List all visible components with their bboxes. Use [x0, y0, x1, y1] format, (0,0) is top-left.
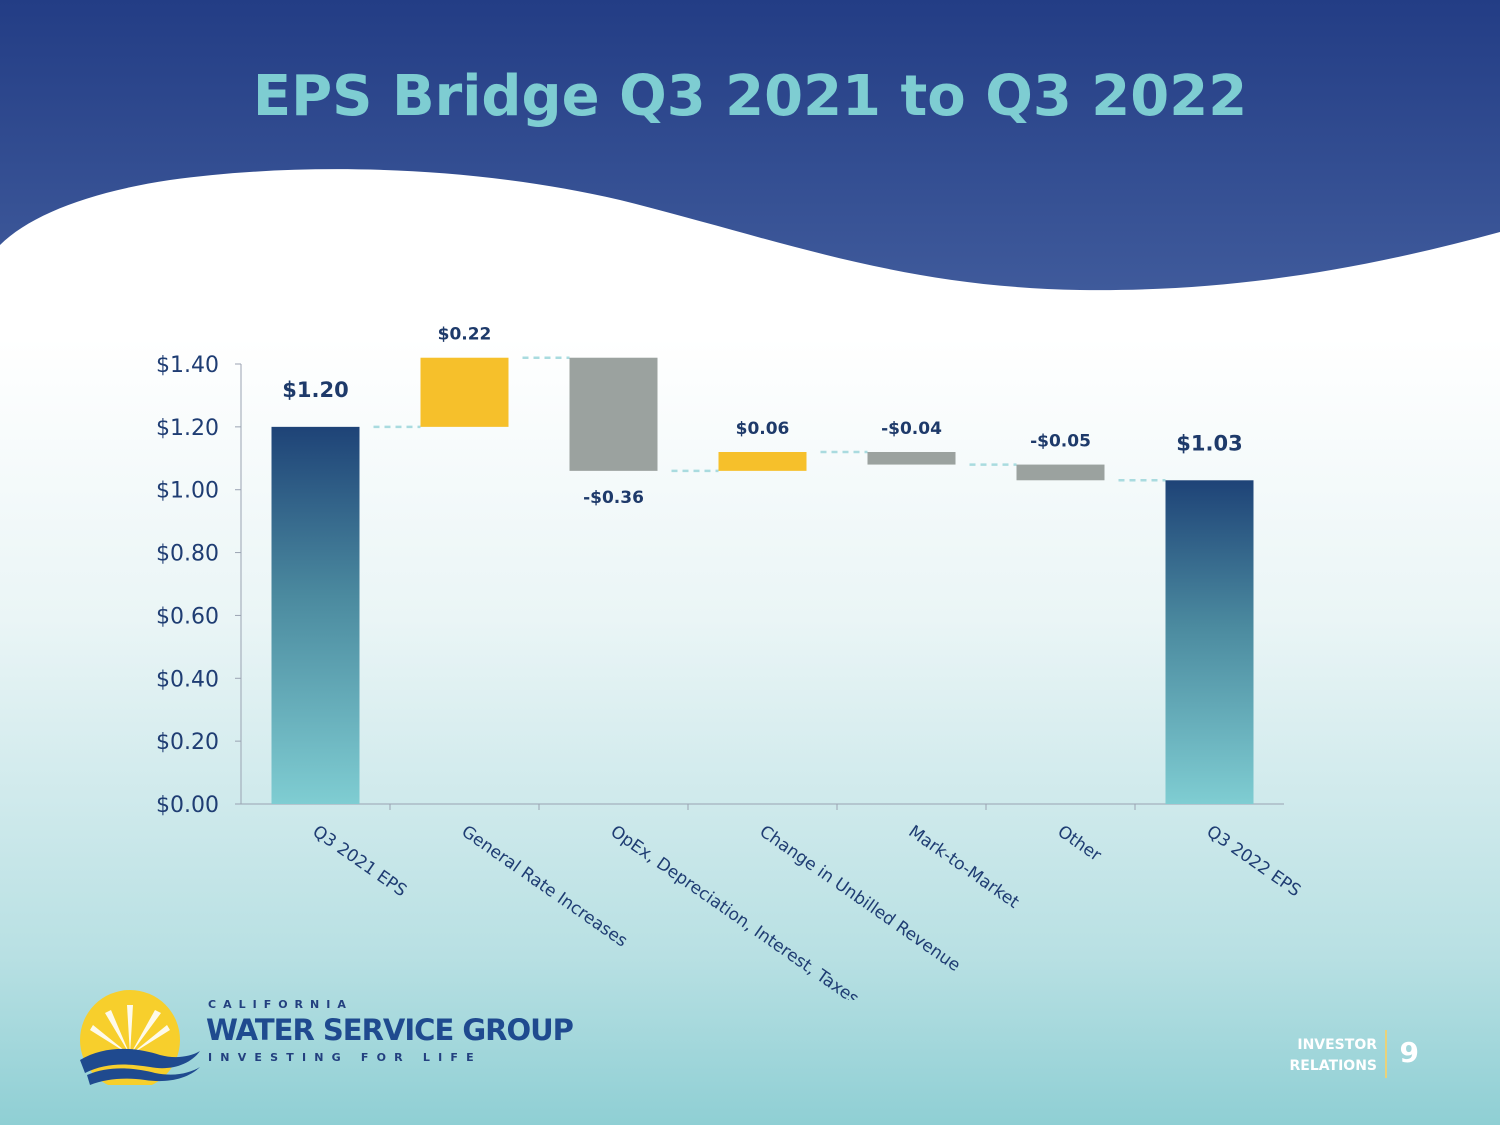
- bar-increase: [420, 357, 509, 427]
- header-wave-band: [0, 0, 1500, 291]
- data-label: $0.06: [736, 419, 790, 439]
- y-tick-label: $1.40: [156, 353, 219, 378]
- logo-line-tagline: INVESTING FOR LIFE: [208, 1051, 482, 1064]
- waterfall-chart: $0.00 $0.20 $0.40 $0.60 $0.80 $1.00 $1.20 $1.40…: [156, 325, 1305, 1000]
- data-label: $0.22: [438, 325, 492, 345]
- bar-decrease: [867, 452, 956, 465]
- logo-line-company: WATER SERVICE GROUP: [206, 1013, 574, 1047]
- investor-relations-label: INVESTOR RELATIONS: [1290, 1035, 1377, 1077]
- bar-total: [1165, 480, 1254, 804]
- bar-decrease: [569, 357, 658, 471]
- x-category-label: General Rate Increases: [458, 822, 631, 952]
- data-labels-group: $1.20 $0.22 -$0.36 $0.06 -$0.04 -$0.05 $1.03: [282, 325, 1242, 508]
- bar-total: [271, 426, 360, 804]
- page-number: 9: [1399, 1036, 1419, 1069]
- x-category-label: Other: [1054, 822, 1105, 866]
- bars-group: [271, 357, 1254, 804]
- x-category-label: Q3 2022 EPS: [1203, 822, 1305, 902]
- x-category-label: OpEx, Depreciation, Interest, Taxes: [607, 822, 863, 1000]
- bar-decrease: [1016, 464, 1105, 481]
- footer-right: INVESTOR RELATIONS 9: [1265, 1030, 1425, 1080]
- x-category-label: Q3 2021 EPS: [309, 822, 411, 902]
- footer-label-line1: INVESTOR: [1297, 1037, 1377, 1053]
- footer-label-line2: RELATIONS: [1289, 1058, 1377, 1074]
- y-tick-label: $1.00: [156, 479, 219, 504]
- x-category-label: Mark-to-Market: [905, 822, 1023, 913]
- y-tick-label: $1.20: [156, 416, 219, 441]
- connector-lines: [373, 356, 1166, 482]
- y-tick-label: $0.40: [156, 667, 219, 692]
- data-label: -$0.05: [1030, 432, 1091, 452]
- bar-increase: [718, 452, 807, 471]
- logo-line-california: CALIFORNIA: [208, 998, 353, 1011]
- data-label: $1.03: [1176, 431, 1242, 455]
- slide-title: EPS Bridge Q3 2021 to Q3 2022: [252, 64, 1248, 129]
- company-logo: CALIFORNIA WATER SERVICE GROUP INVESTING…: [75, 985, 595, 1085]
- sun-wave-logo-icon: [80, 990, 200, 1085]
- y-tick-label: $0.80: [156, 542, 219, 567]
- footer-divider: [1385, 1030, 1387, 1078]
- y-tick-label: $0.20: [156, 730, 219, 755]
- data-label: -$0.04: [881, 419, 942, 439]
- data-label: $1.20: [282, 378, 348, 402]
- y-tick-label: $0.00: [156, 793, 219, 818]
- y-tick-label: $0.60: [156, 604, 219, 629]
- data-label: -$0.36: [583, 488, 644, 508]
